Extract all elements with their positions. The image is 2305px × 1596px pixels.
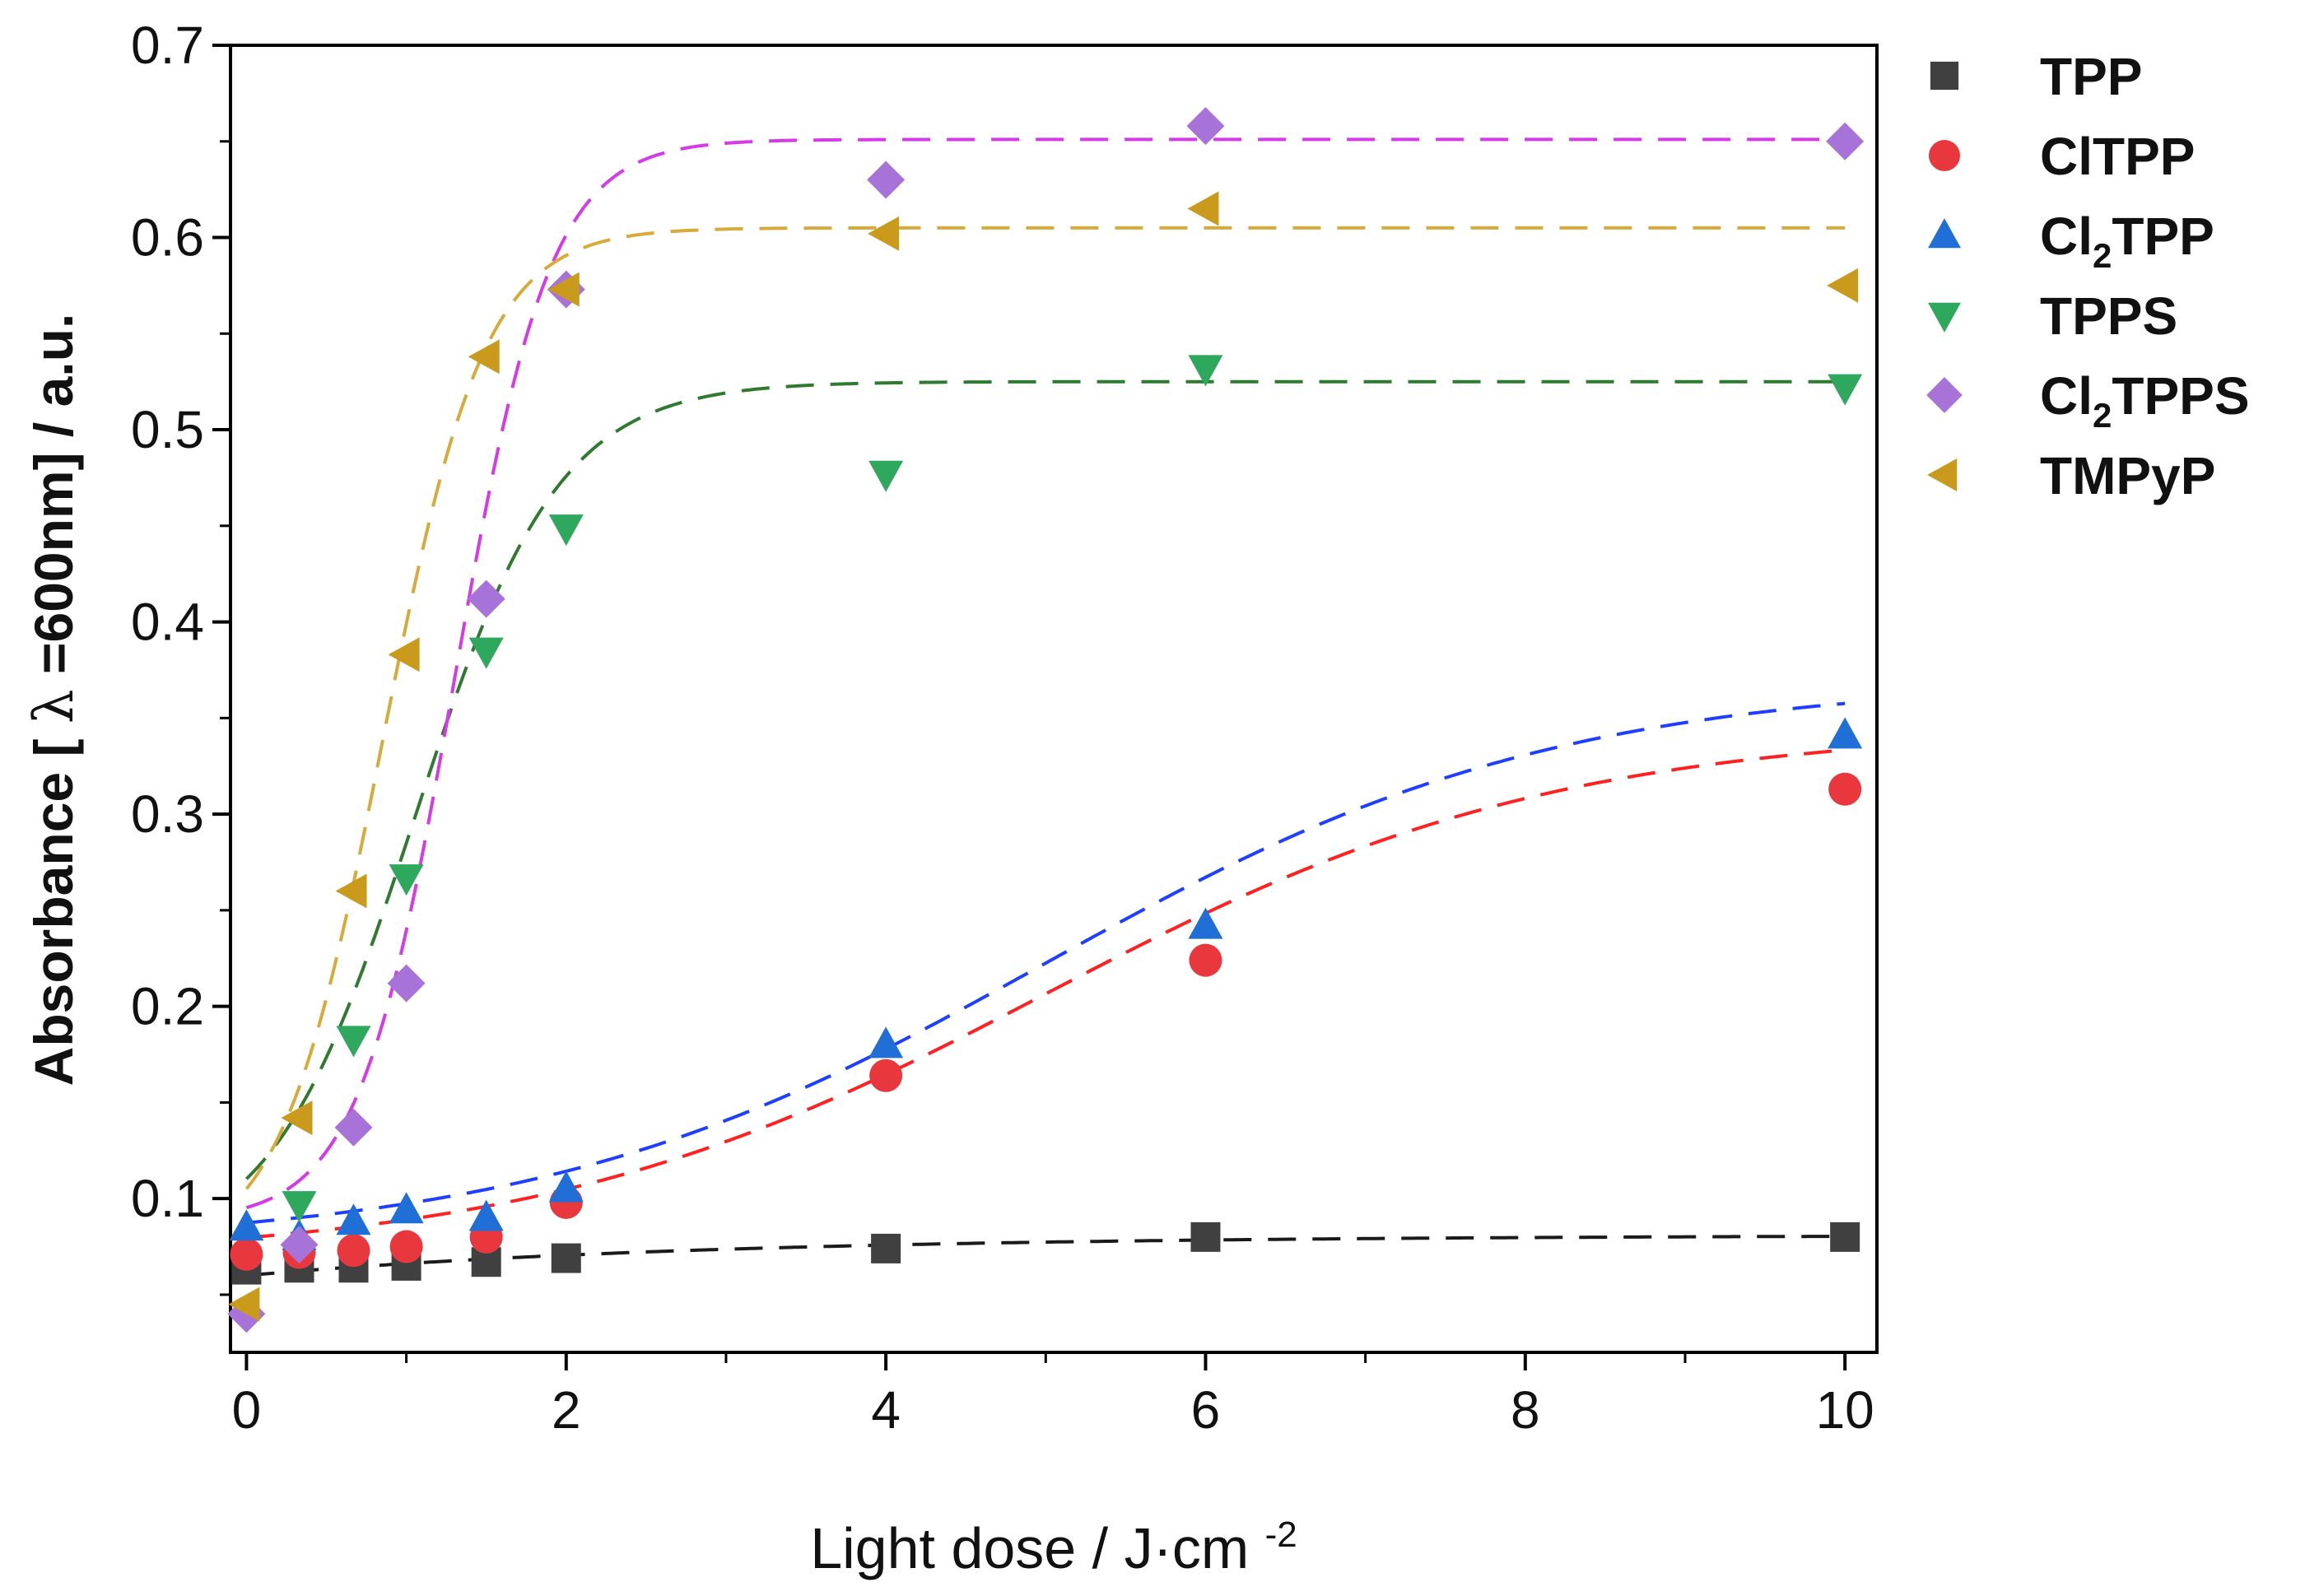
data-point-tpp — [551, 1243, 581, 1273]
y-tick-label: 0.4 — [131, 593, 204, 652]
x-tick-label: 10 — [1816, 1380, 1874, 1440]
data-point-tmpyp — [281, 1100, 313, 1136]
data-point-tpps — [868, 460, 904, 492]
data-point-tmpyp — [335, 873, 367, 909]
y-tick-label: 0.2 — [131, 977, 204, 1036]
legend-marker-tpp — [1930, 61, 1959, 91]
y-axis-label: Absorbance [ λ =600nm] / a.u. — [22, 314, 86, 1086]
y-tick-label: 0.1 — [131, 1169, 204, 1228]
legend-label-part: TPPS — [2040, 286, 2177, 346]
legend-label-tpp: TPP — [2040, 47, 2142, 106]
x-tick-label: 4 — [871, 1380, 901, 1440]
fit-line-tmpyp — [244, 226, 1846, 1190]
fit-line-cl2tpp — [246, 701, 1846, 1225]
legend-label-part: TPP — [2112, 207, 2214, 266]
data-point-cl2tpps — [467, 579, 505, 618]
fit-line-tpp — [246, 1235, 1846, 1277]
data-point-tpps — [548, 514, 584, 547]
data-point-cl2tpps — [387, 964, 426, 1003]
data-point-tpps — [1828, 374, 1863, 406]
legend-marker-tmpyp — [1927, 458, 1958, 491]
data-point-tmpyp — [1187, 191, 1219, 226]
y-tick-label: 0.7 — [131, 16, 204, 75]
fit-line-cl2tpps — [245, 137, 1846, 1210]
data-point-cl2tpps — [280, 1226, 319, 1264]
data-point-tpp — [1190, 1221, 1221, 1252]
data-point-tpp — [871, 1233, 901, 1263]
x-tick-label: 8 — [1511, 1380, 1540, 1440]
legend-label-part: TPP — [2040, 47, 2142, 106]
data-point-tmpyp — [1827, 268, 1859, 303]
fit-line-tpps — [244, 379, 1846, 1180]
data-point-cl2tpp — [1188, 907, 1223, 939]
y-axis-label-lambda: λ — [22, 689, 86, 724]
data-point-cltpp — [230, 1237, 263, 1271]
y-tick-label: 0.6 — [131, 208, 204, 268]
axis-ticks: 0 2 4 6 8 10 0.1 0.2 0.3 0.4 0.5 0.6 0.7 — [131, 16, 1874, 1440]
x-tick-label: 2 — [552, 1380, 581, 1440]
legend-marker-tpps — [1928, 302, 1961, 333]
x-axis-label-text: Light dose / J·cm — [810, 1516, 1249, 1580]
data-point-cl2tpp — [868, 1026, 904, 1059]
data-point-cl2tpp — [336, 1203, 371, 1235]
data-point-tmpyp — [547, 272, 580, 307]
data-point-tmpyp — [388, 637, 420, 672]
y-tick-label: 0.5 — [131, 400, 204, 459]
legend-label-cl2tpps: Cl2TPPS — [2040, 366, 2250, 435]
legend-label-part: TMPyP — [2040, 446, 2215, 505]
data-point-tpps — [468, 637, 504, 669]
legend-label-part: Cl — [2040, 207, 2093, 266]
y-axis-label-part-1: Absorbance [ — [23, 739, 84, 1086]
legend-marker-cl2tpps — [1926, 377, 1963, 413]
y-tick-label: 0.3 — [131, 784, 204, 844]
data-point-cltpp — [1189, 943, 1222, 977]
data-point-cl2tpp — [468, 1199, 504, 1231]
data-point-tpp — [1830, 1221, 1860, 1252]
data-point-tpps — [282, 1191, 317, 1223]
data-point-cltpp — [1828, 772, 1862, 806]
data-point-cl2tpps — [867, 161, 906, 199]
legend-label-part: ClTPP — [2040, 127, 2195, 186]
data-point-cl2tpp — [1828, 717, 1863, 749]
legend-label-part: TPPS — [2112, 366, 2249, 426]
legend-label-part: Cl — [2040, 366, 2093, 426]
legend-label-cl2tpp: Cl2TPP — [2040, 207, 2214, 275]
data-point-cl2tpp — [389, 1192, 424, 1224]
legend-label-part: 2 — [2093, 396, 2112, 435]
data-point-cl2tpps — [334, 1108, 373, 1147]
y-axis-label-part-2: =600nm] / a.u. — [23, 314, 84, 674]
data-point-tpps — [336, 1026, 371, 1058]
fit-lines — [244, 137, 1846, 1277]
data-point-tpps — [1188, 355, 1223, 387]
x-axis-label: Light dose / J·cm -2 — [810, 1515, 1297, 1580]
data-point-tpps — [389, 864, 424, 896]
x-axis-label-superscript: -2 — [1265, 1515, 1297, 1555]
data-markers — [227, 107, 1865, 1333]
legend-marker-cl2tpp — [1928, 218, 1961, 249]
legend-label-tmpyp: TMPyP — [2040, 446, 2215, 505]
legend-label-tpps: TPPS — [2040, 286, 2177, 346]
legend-label-cltpp: ClTPP — [2040, 127, 2195, 186]
x-tick-label: 6 — [1191, 1380, 1221, 1440]
data-point-cl2tpp — [229, 1209, 264, 1241]
data-point-cl2tpp — [548, 1170, 584, 1203]
legend-label-part: 2 — [2093, 236, 2112, 275]
x-tick-label: 0 — [232, 1380, 262, 1440]
plot-frame — [229, 44, 1879, 1354]
legend-marker-cltpp — [1929, 140, 1960, 171]
data-point-cl2tpps — [1826, 122, 1865, 161]
data-point-tmpyp — [468, 339, 500, 375]
fit-line-cltpp — [246, 748, 1846, 1240]
data-point-tmpyp — [868, 216, 900, 251]
data-point-cltpp — [389, 1230, 423, 1263]
data-point-cltpp — [869, 1059, 903, 1092]
data-point-tmpyp — [228, 1287, 260, 1322]
data-point-cltpp — [337, 1234, 370, 1268]
data-point-cl2tpps — [1186, 107, 1225, 146]
